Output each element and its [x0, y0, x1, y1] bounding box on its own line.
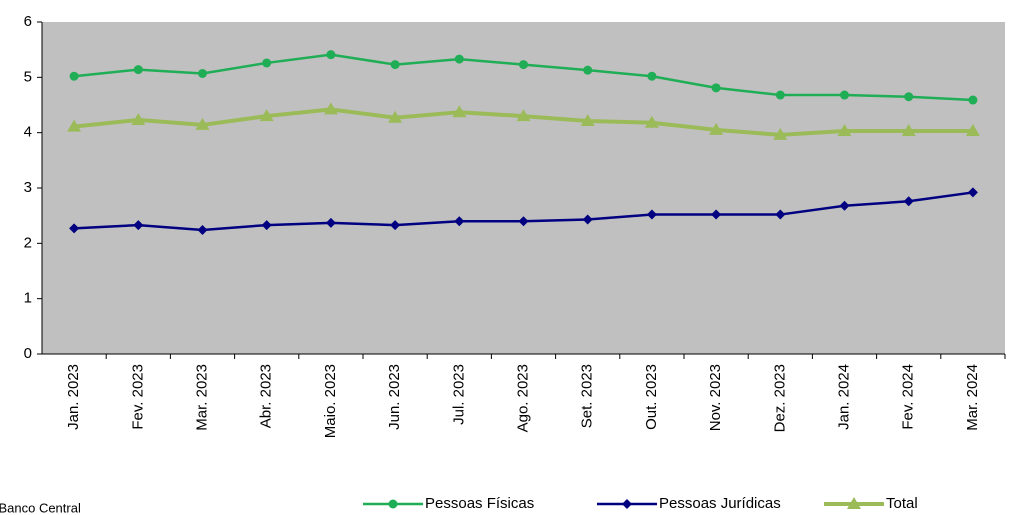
point	[583, 65, 593, 75]
point	[323, 102, 338, 115]
point	[901, 124, 916, 137]
x-tick-label: Abr. 2023	[258, 364, 275, 428]
point	[388, 499, 398, 509]
x-tick-label: Fev. 2023	[129, 364, 146, 430]
point	[195, 117, 210, 130]
point	[518, 216, 529, 227]
point	[837, 124, 852, 137]
y-tick-label: 0	[24, 345, 32, 362]
point	[903, 196, 914, 207]
point	[67, 119, 82, 132]
legend-label: Pessoas Jurídicas	[659, 495, 781, 512]
point	[197, 225, 208, 236]
x-tick-label: Jul. 2023	[450, 364, 467, 425]
x-tick-label: Jan. 2023	[65, 364, 82, 430]
point	[580, 114, 595, 127]
point	[773, 127, 788, 140]
x-tick-label: Mar. 2023	[193, 364, 210, 431]
point	[582, 214, 593, 225]
point	[519, 60, 528, 70]
legend-label: Pessoas Físicas	[425, 495, 534, 512]
point	[388, 110, 403, 123]
point	[259, 109, 274, 122]
point	[775, 90, 785, 100]
point	[647, 71, 657, 81]
point	[261, 220, 272, 231]
x-tick-label: Out. 2023	[643, 364, 660, 430]
x-tick-label: Jun. 2023	[386, 364, 403, 430]
point	[452, 105, 467, 118]
x-tick-label: Nov. 2023	[707, 364, 724, 431]
x-tick-label: Maio. 2023	[322, 364, 339, 438]
point	[69, 71, 79, 81]
point	[840, 90, 849, 100]
point	[390, 60, 400, 70]
source-note: Fonte: Banco Central	[0, 500, 81, 515]
y-tick-label: 5	[24, 68, 32, 85]
point	[968, 95, 978, 105]
point	[325, 217, 336, 228]
x-tick-label: Set. 2023	[579, 364, 596, 428]
x-tick-label: Fev. 2024	[900, 364, 917, 430]
point	[454, 54, 464, 64]
point	[646, 209, 657, 220]
point	[839, 200, 850, 211]
point	[711, 83, 721, 93]
point	[847, 497, 861, 509]
point	[454, 216, 465, 227]
point	[516, 109, 531, 122]
point	[133, 220, 144, 231]
point	[711, 209, 722, 220]
y-tick-label: 4	[24, 124, 32, 141]
point	[390, 220, 401, 231]
point	[644, 115, 659, 128]
x-tick-label: Mar. 2024	[964, 364, 981, 431]
y-tick-label: 2	[24, 234, 32, 251]
x-tick-label: Ago. 2023	[514, 364, 531, 432]
point	[965, 124, 980, 137]
point	[69, 223, 80, 234]
y-tick-label: 6	[24, 13, 32, 30]
point	[622, 499, 632, 509]
x-tick-label: Jan. 2024	[835, 364, 852, 430]
point	[904, 92, 914, 102]
y-tick-label: 3	[24, 179, 32, 196]
point	[131, 112, 146, 125]
point	[967, 187, 978, 198]
point	[709, 122, 724, 135]
y-tick-label: 1	[24, 290, 32, 307]
point	[262, 58, 272, 68]
x-tick-label: Dez. 2023	[771, 364, 788, 432]
point	[326, 50, 336, 60]
point	[133, 65, 143, 75]
point	[198, 68, 207, 78]
point	[775, 209, 786, 220]
legend-label: Total	[886, 495, 918, 512]
